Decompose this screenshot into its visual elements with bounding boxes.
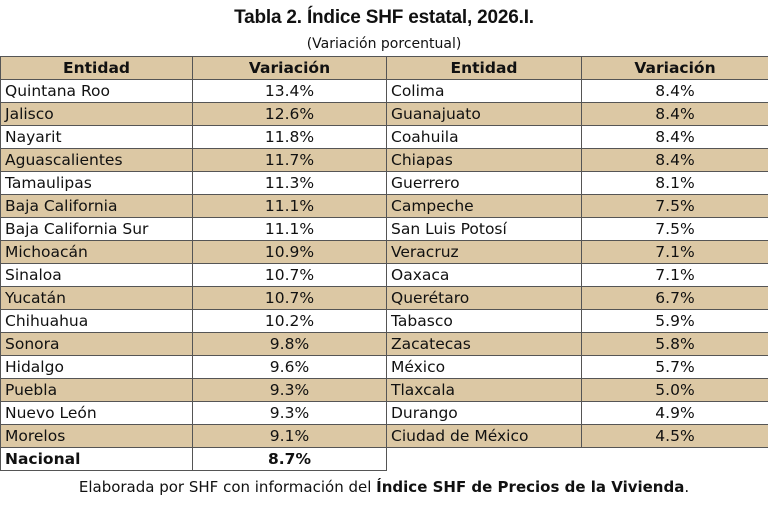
variation-cell: 8.4%: [581, 79, 768, 103]
variation-cell: 7.5%: [581, 194, 768, 218]
entity-cell: Nayarit: [0, 125, 193, 149]
variation-cell: 11.1%: [192, 194, 387, 218]
entity-cell: Michoacán: [0, 240, 193, 264]
header-right-value: Variación: [581, 56, 768, 80]
caption-prefix: Elaborada por SHF con información del: [78, 478, 377, 496]
table-row: Yucatán 10.7% Querétaro 6.7%: [0, 286, 768, 310]
variation-cell: 8.7%: [192, 447, 387, 471]
entity-cell: Tamaulipas: [0, 171, 193, 195]
header-left-value: Variación: [192, 56, 387, 80]
entity-cell: Tlaxcala: [386, 378, 582, 402]
table-subtitle: (Variación porcentual): [306, 36, 462, 52]
entity-cell: Aguascalientes: [0, 148, 193, 172]
entity-cell: Baja California Sur: [0, 217, 193, 241]
variation-cell: 8.4%: [581, 102, 768, 126]
variation-cell: 5.7%: [581, 355, 768, 379]
variation-cell: 9.3%: [192, 401, 387, 425]
entity-cell: Guanajuato: [386, 102, 582, 126]
entity-cell: Quintana Roo: [0, 79, 193, 103]
variation-cell: 11.7%: [192, 148, 387, 172]
table-row: Michoacán 10.9% Veracruz 7.1%: [0, 240, 768, 264]
entity-cell: Chiapas: [386, 148, 582, 172]
table-row: Chihuahua 10.2% Tabasco 5.9%: [0, 309, 768, 333]
entity-cell: Baja California: [0, 194, 193, 218]
entity-cell: Oaxaca: [386, 263, 582, 287]
entity-cell: Querétaro: [386, 286, 582, 310]
entity-cell: Puebla: [0, 378, 193, 402]
header-right-entity: Entidad: [386, 56, 582, 80]
table-row: Nacional 8.7%: [0, 447, 768, 471]
entity-cell: Guerrero: [386, 171, 582, 195]
entity-cell: Durango: [386, 401, 582, 425]
table-row: Tamaulipas 11.3% Guerrero 8.1%: [0, 171, 768, 195]
table-body: Quintana Roo 13.4% Colima 8.4% Jalisco 12.6% G…: [0, 79, 768, 471]
table-row: Morelos 9.1% Ciudad de México 4.5%: [0, 424, 768, 448]
entity-cell: Ciudad de México: [386, 424, 582, 448]
entity-cell: Nacional: [0, 447, 193, 471]
entity-cell: Tabasco: [386, 309, 582, 333]
table-row: Aguascalientes 11.7% Chiapas 8.4%: [0, 148, 768, 172]
state-index-table: Entidad Variación Entidad Variación Quin…: [0, 56, 768, 471]
variation-cell: 5.9%: [581, 309, 768, 333]
entity-cell: Nuevo León: [0, 401, 193, 425]
variation-cell: 8.1%: [581, 171, 768, 195]
table-row: Nuevo León 9.3% Durango 4.9%: [0, 401, 768, 425]
table-row: Sonora 9.8% Zacatecas 5.8%: [0, 332, 768, 356]
entity-cell: Coahuila: [386, 125, 582, 149]
variation-cell: 7.5%: [581, 217, 768, 241]
variation-cell: 11.8%: [192, 125, 387, 149]
table-row: Puebla 9.3% Tlaxcala 5.0%: [0, 378, 768, 402]
variation-cell: 5.8%: [581, 332, 768, 356]
table-title: Tabla 2. Índice SHF estatal, 2026.I.: [234, 7, 534, 28]
entity-cell: México: [386, 355, 582, 379]
variation-cell: 10.2%: [192, 309, 387, 333]
table-row: Nayarit 11.8% Coahuila 8.4%: [0, 125, 768, 149]
entity-cell: Sinaloa: [0, 263, 193, 287]
variation-cell: 10.7%: [192, 286, 387, 310]
table-row: Baja California Sur 11.1% San Luis Potosí 7…: [0, 217, 768, 241]
variation-cell: 8.4%: [581, 125, 768, 149]
variation-cell: 9.8%: [192, 332, 387, 356]
header-left-entity: Entidad: [0, 56, 193, 80]
variation-cell: 6.7%: [581, 286, 768, 310]
table-row: Baja California 11.1% Campeche 7.5%: [0, 194, 768, 218]
variation-cell: 11.3%: [192, 171, 387, 195]
table-row: Hidalgo 9.6% México 5.7%: [0, 355, 768, 379]
variation-cell: 10.7%: [192, 263, 387, 287]
entity-cell: Jalisco: [0, 102, 193, 126]
table-row: Quintana Roo 13.4% Colima 8.4%: [0, 79, 768, 103]
entity-cell: Colima: [386, 79, 582, 103]
variation-cell: 4.9%: [581, 401, 768, 425]
variation-cell: 13.4%: [192, 79, 387, 103]
empty-cell: [386, 447, 768, 471]
variation-cell: 7.1%: [581, 240, 768, 264]
variation-cell: 9.3%: [192, 378, 387, 402]
table-row: Jalisco 12.6% Guanajuato 8.4%: [0, 102, 768, 126]
entity-cell: Zacatecas: [386, 332, 582, 356]
caption-source: Índice SHF de Precios de la Vivienda: [376, 478, 685, 496]
variation-cell: 11.1%: [192, 217, 387, 241]
entity-cell: Hidalgo: [0, 355, 193, 379]
entity-cell: Veracruz: [386, 240, 582, 264]
variation-cell: 9.6%: [192, 355, 387, 379]
entity-cell: Campeche: [386, 194, 582, 218]
variation-cell: 4.5%: [581, 424, 768, 448]
variation-cell: 9.1%: [192, 424, 387, 448]
variation-cell: 10.9%: [192, 240, 387, 264]
variation-cell: 5.0%: [581, 378, 768, 402]
header-row: Entidad Variación Entidad Variación: [0, 56, 768, 80]
variation-cell: 12.6%: [192, 102, 387, 126]
variation-cell: 8.4%: [581, 148, 768, 172]
table-caption: Elaborada por SHF con información del Ín…: [0, 477, 768, 497]
entity-cell: Yucatán: [0, 286, 193, 310]
table-row: Sinaloa 10.7% Oaxaca 7.1%: [0, 263, 768, 287]
entity-cell: Chihuahua: [0, 309, 193, 333]
entity-cell: Sonora: [0, 332, 193, 356]
variation-cell: 7.1%: [581, 263, 768, 287]
caption-suffix: .: [684, 478, 690, 496]
entity-cell: Morelos: [0, 424, 193, 448]
entity-cell: San Luis Potosí: [386, 217, 582, 241]
